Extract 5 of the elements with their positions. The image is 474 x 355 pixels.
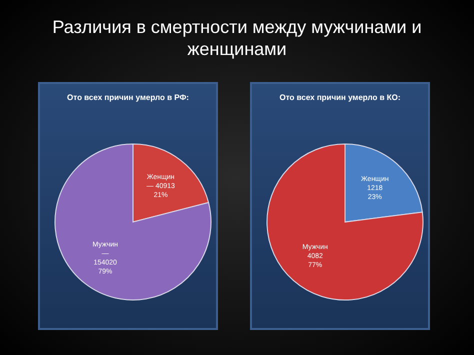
chart-title: Различия в смертности между мужчинами и женщинами [51, 16, 423, 60]
chart-subtitle: Ото всех причин умерло в РФ: [66, 92, 190, 103]
pie-slice [54, 144, 212, 300]
pie-slice [266, 144, 424, 300]
chart-title: Ото всех причин умерло в КО: [278, 92, 402, 103]
